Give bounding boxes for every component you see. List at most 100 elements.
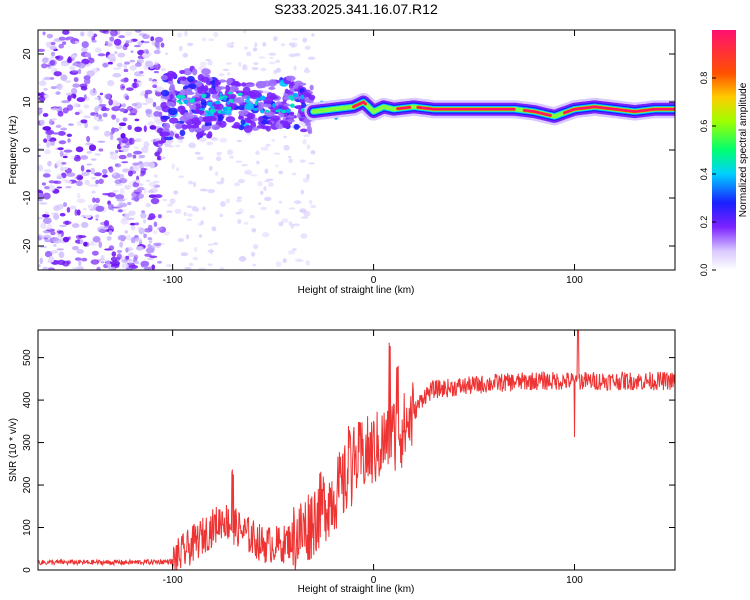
spectral-blob (186, 218, 193, 222)
spectral-blob (288, 207, 296, 210)
spectral-blob (142, 102, 149, 106)
spectral-blob (275, 164, 279, 168)
spectral-blob (118, 202, 123, 205)
spectral-highlight (300, 94, 305, 100)
spectral-blob (135, 62, 142, 67)
spectral-blob (52, 132, 60, 135)
spectral-highlight (222, 106, 229, 111)
spectral-blob (113, 102, 121, 107)
spectral-blob (104, 40, 109, 46)
spectral-blob (92, 236, 101, 243)
spectral-blob (58, 140, 67, 145)
spectral-blob (302, 139, 307, 145)
spectral-blob (69, 66, 76, 71)
spectral-blob (151, 264, 156, 270)
spectral-blob (204, 122, 210, 127)
spectral-highlight (226, 101, 230, 105)
spectral-highlight (254, 101, 258, 106)
spectral-blob (67, 138, 71, 143)
spectral-blob (215, 156, 222, 162)
spectral-blob (288, 158, 293, 164)
spectral-blob (104, 93, 112, 100)
spectral-blob (261, 125, 269, 130)
y-tick-label: -20 (22, 238, 33, 253)
spectral-blob (153, 111, 161, 117)
spectral-blob (38, 164, 44, 172)
x-tick-label: 0 (371, 575, 377, 586)
spectral-blob (238, 255, 247, 262)
spectral-blob (258, 202, 262, 205)
spectral-blob (253, 244, 259, 250)
spectral-blob (66, 206, 71, 213)
spectral-blob (177, 139, 184, 143)
spectral-blob (56, 186, 63, 189)
spectral-blob (171, 163, 175, 170)
spectral-highlight (180, 95, 186, 99)
spectral-blob (179, 129, 186, 137)
spectral-blob (108, 166, 114, 173)
spectral-blob (217, 86, 226, 90)
spectral-blob (81, 171, 90, 177)
spectral-blob (53, 71, 62, 77)
spectral-blob (134, 261, 140, 265)
spectral-blob (165, 52, 169, 56)
spectral-blob (86, 70, 95, 77)
spectral-blob (255, 150, 260, 156)
spectral-blob (182, 52, 189, 58)
spectral-blob (169, 130, 174, 138)
spectral-blob (134, 126, 143, 133)
spectral-blob (81, 257, 88, 262)
spectral-blob (46, 33, 54, 39)
spectral-blob (174, 133, 180, 139)
spectral-blob (291, 172, 297, 176)
spectral-blob (258, 56, 266, 59)
spectral-blob (92, 197, 96, 203)
spectral-blob (141, 210, 146, 214)
spectral-blob (105, 259, 111, 267)
spectral-blob (260, 119, 269, 125)
spectral-blob (129, 64, 137, 71)
spectral-blob (283, 103, 291, 107)
spectral-blob (226, 93, 237, 99)
spectral-blob (188, 104, 195, 109)
spectral-blob (176, 32, 183, 38)
spectral-blob (184, 266, 192, 270)
spectral-blob (112, 189, 119, 193)
spectral-blob (76, 97, 86, 103)
spectral-blob (153, 70, 159, 74)
spectral-blob (234, 82, 242, 87)
spectral-blob (293, 84, 299, 90)
spectral-blob (244, 83, 255, 88)
spectral-blob (194, 127, 203, 133)
colorbar-tick-label: 0.4 (699, 168, 709, 181)
spectral-blob (194, 81, 203, 87)
spectral-blob (114, 163, 122, 168)
spectral-blob (111, 114, 117, 120)
spectral-blob (62, 107, 69, 114)
spectral-blob (64, 80, 72, 83)
spectral-blob (82, 207, 87, 211)
spectral-blob (94, 96, 99, 100)
spectral-blob (185, 87, 193, 95)
spectral-highlight (218, 96, 224, 100)
spectral-blob (196, 156, 204, 160)
spectral-blob (98, 103, 107, 107)
spectral-blob (88, 57, 95, 64)
spectral-blob (121, 168, 131, 173)
spectral-blob (257, 180, 263, 187)
spectral-blob (125, 217, 135, 221)
spectral-blob (147, 189, 155, 194)
spectral-blob (192, 256, 199, 261)
spectral-blob (273, 152, 281, 155)
spectral-blob (57, 147, 64, 151)
spectral-blob (146, 179, 150, 182)
spectral-blob (263, 185, 267, 192)
spectral-highlight (208, 103, 213, 106)
spectral-blob (246, 112, 256, 120)
spectral-highlight (176, 94, 182, 99)
spectral-blob (41, 182, 46, 186)
spectral-blob (104, 130, 111, 137)
spectral-blob (62, 179, 69, 182)
spectral-blob (48, 139, 55, 142)
